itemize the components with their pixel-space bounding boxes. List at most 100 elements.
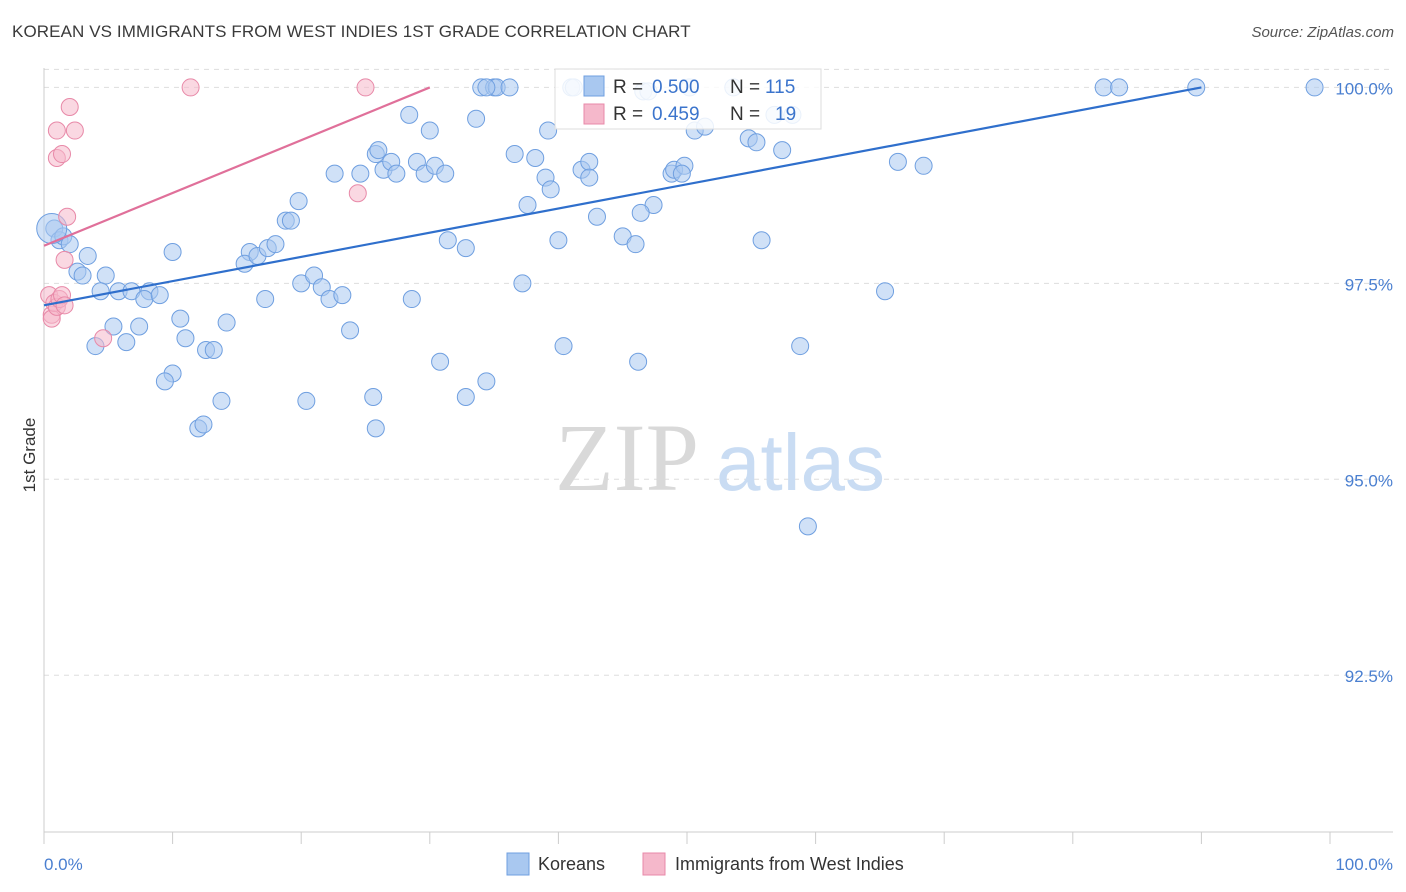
koreans-point-66 [467, 109, 486, 128]
koreans-point-93 [629, 352, 648, 371]
koreans-point-13 [150, 286, 169, 305]
legend-r-label-west-indies: R = [613, 104, 643, 125]
koreans-point-33 [266, 235, 285, 254]
koreans-point-8 [91, 282, 110, 301]
koreans-point-28 [163, 243, 182, 262]
legend-r-label-koreans: R = [613, 77, 643, 98]
west-indies-point-16 [181, 78, 200, 97]
legend-n-value-west-indies: 19 [775, 104, 796, 125]
koreans-point-92 [631, 203, 650, 222]
bottom-legend-label-west-indies: Immigrants from West Indies [675, 854, 904, 874]
gridlines [44, 68, 1393, 676]
koreans-point-109 [798, 517, 817, 536]
koreans-point-85 [580, 168, 599, 187]
koreans-point-17 [117, 333, 136, 352]
axes [43, 68, 1393, 844]
koreans-point-105 [773, 141, 792, 160]
koreans-point-49 [477, 372, 496, 391]
west-indies-point-14 [65, 121, 84, 140]
correlation-legend: R = 0.500 N = 115 R = 0.459 N = 19 [554, 68, 822, 130]
koreans-point-56 [387, 164, 406, 183]
koreans-point-73 [518, 195, 537, 214]
koreans-point-79 [549, 231, 568, 250]
trend-line-koreans [43, 86, 1202, 307]
koreans-point-110 [888, 152, 907, 171]
koreans-point-75 [526, 148, 545, 167]
koreans-point-112 [876, 282, 895, 301]
west-indies-point-17 [356, 78, 375, 97]
koreans-point-53 [369, 141, 388, 160]
koreans-point-42 [333, 286, 352, 305]
koreans-point-62 [420, 121, 439, 140]
legend-swatch-west-indies [583, 103, 605, 125]
koreans-point-97 [672, 164, 691, 183]
x-tick-label-min: 0.0% [44, 855, 83, 874]
legend-swatch-koreans [583, 75, 605, 97]
west-indies-point-10 [47, 121, 66, 140]
koreans-point-44 [341, 321, 360, 340]
koreans-point-46 [366, 419, 385, 438]
series-west-indies [40, 78, 375, 348]
chart-source: Source: ZipAtlas.com [1251, 24, 1394, 41]
koreans-point-74 [513, 274, 532, 293]
legend-r-value-koreans: 0.500 [652, 77, 700, 98]
koreans-point-36 [289, 192, 308, 211]
koreans-point-15 [130, 317, 149, 336]
koreans-point-111 [914, 156, 933, 175]
koreans-point-116 [1305, 78, 1324, 97]
koreans-point-43 [364, 388, 383, 407]
west-indies-point-15 [94, 329, 113, 348]
legend-n-value-koreans: 115 [765, 77, 795, 98]
west-indies-point-9 [58, 207, 77, 226]
koreans-point-104 [747, 133, 766, 152]
y-tick-label-0: 100.0% [1335, 79, 1393, 98]
trend-lines [43, 86, 1202, 307]
koreans-point-47 [431, 352, 450, 371]
koreans-point-70 [477, 78, 496, 97]
chart-title: KOREAN VS IMMIGRANTS FROM WEST INDIES 1S… [12, 22, 691, 41]
koreans-point-6 [96, 266, 115, 285]
west-indies-point-12 [53, 145, 72, 164]
watermark-atlas: atlas [716, 418, 885, 507]
west-indies-point-8 [55, 250, 74, 269]
koreans-point-106 [752, 231, 771, 250]
y-tick-label-1: 97.5% [1345, 275, 1393, 294]
koreans-point-25 [212, 391, 231, 410]
bottom-legend-label-koreans: Koreans [538, 854, 605, 874]
legend-r-value-west-indies: 0.459 [652, 104, 700, 125]
koreans-point-45 [297, 391, 316, 410]
watermark-zip: ZIP [555, 404, 699, 511]
koreans-point-7 [73, 266, 92, 285]
koreans-point-51 [351, 164, 370, 183]
koreans-point-86 [587, 207, 606, 226]
y-tick-label-2: 95.0% [1345, 471, 1393, 490]
koreans-point-72 [505, 145, 524, 164]
koreans-point-50 [325, 164, 344, 183]
koreans-point-19 [176, 329, 195, 348]
koreans-point-84 [580, 152, 599, 171]
koreans-point-77 [541, 180, 560, 199]
koreans-point-113 [1094, 78, 1113, 97]
koreans-point-27 [194, 415, 213, 434]
koreans-point-37 [256, 290, 275, 309]
koreans-point-48 [456, 388, 475, 407]
y-axis-label: 1st Grade [20, 418, 39, 493]
koreans-point-18 [171, 309, 190, 328]
series-koreans [36, 78, 1324, 536]
koreans-point-71 [500, 78, 519, 97]
koreans-point-14 [104, 317, 123, 336]
bottom-legend-swatch-koreans [506, 852, 530, 876]
koreans-point-80 [554, 337, 573, 356]
west-indies-point-13 [60, 98, 79, 117]
koreans-point-108 [791, 337, 810, 356]
trend-line-west-indies [43, 86, 431, 247]
koreans-point-12 [135, 290, 154, 309]
legend-n-label-koreans: N = [730, 77, 760, 98]
koreans-point-59 [402, 290, 421, 309]
koreans-point-64 [438, 231, 457, 250]
koreans-point-88 [626, 235, 645, 254]
koreans-point-65 [456, 239, 475, 258]
series-legend: Koreans Immigrants from West Indies [506, 852, 904, 876]
koreans-point-78 [539, 121, 558, 140]
